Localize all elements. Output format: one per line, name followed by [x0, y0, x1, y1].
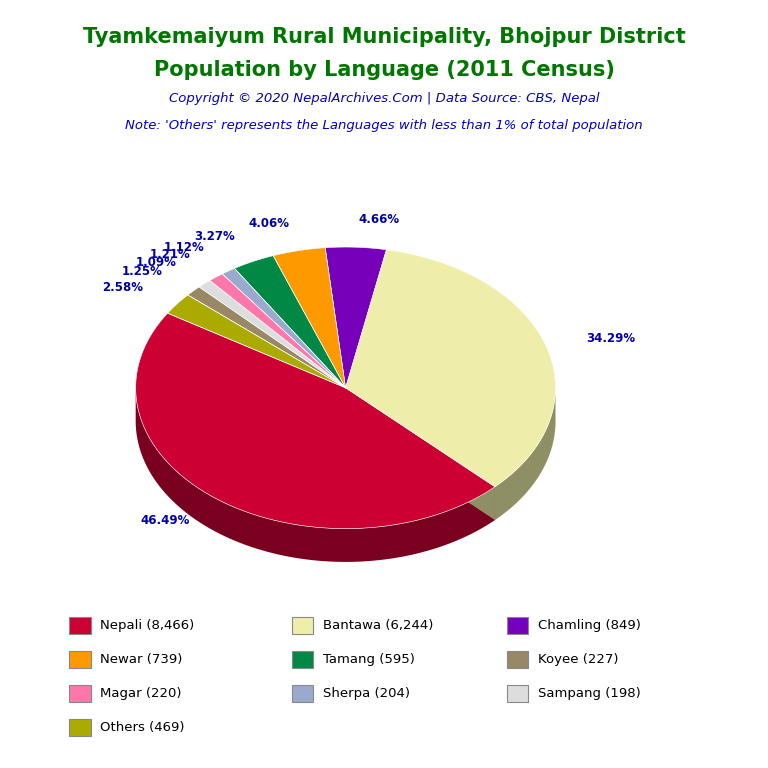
Text: Copyright © 2020 NepalArchives.Com | Data Source: CBS, Nepal: Copyright © 2020 NepalArchives.Com | Dat… — [169, 92, 599, 105]
Polygon shape — [346, 388, 495, 520]
Text: 34.29%: 34.29% — [587, 332, 636, 345]
Text: 4.06%: 4.06% — [249, 217, 290, 230]
Text: Koyee (227): Koyee (227) — [538, 654, 618, 666]
Polygon shape — [136, 313, 495, 528]
Polygon shape — [136, 388, 495, 562]
Text: Nepali (8,466): Nepali (8,466) — [100, 620, 194, 632]
Text: Tyamkemaiyum Rural Municipality, Bhojpur District: Tyamkemaiyum Rural Municipality, Bhojpur… — [83, 27, 685, 47]
Text: 2.58%: 2.58% — [102, 280, 144, 293]
Polygon shape — [495, 388, 555, 520]
Text: Chamling (849): Chamling (849) — [538, 620, 641, 632]
Polygon shape — [346, 250, 555, 487]
Text: Sherpa (204): Sherpa (204) — [323, 687, 409, 700]
Polygon shape — [167, 295, 346, 388]
Text: Bantawa (6,244): Bantawa (6,244) — [323, 620, 433, 632]
Text: Others (469): Others (469) — [100, 721, 184, 733]
Polygon shape — [234, 256, 346, 388]
Polygon shape — [210, 274, 346, 388]
Polygon shape — [188, 287, 346, 388]
Text: 1.21%: 1.21% — [149, 249, 190, 261]
Text: 1.12%: 1.12% — [164, 241, 205, 254]
Text: Population by Language (2011 Census): Population by Language (2011 Census) — [154, 60, 614, 80]
Text: 1.09%: 1.09% — [135, 257, 176, 270]
Text: 4.66%: 4.66% — [358, 213, 399, 226]
Text: Newar (739): Newar (739) — [100, 654, 182, 666]
Text: 1.25%: 1.25% — [122, 265, 163, 278]
Polygon shape — [273, 248, 346, 388]
Text: Magar (220): Magar (220) — [100, 687, 181, 700]
Text: Sampang (198): Sampang (198) — [538, 687, 641, 700]
Text: Tamang (595): Tamang (595) — [323, 654, 415, 666]
Text: 3.27%: 3.27% — [194, 230, 235, 243]
Polygon shape — [222, 268, 346, 388]
Polygon shape — [199, 280, 346, 388]
Polygon shape — [346, 388, 495, 520]
Polygon shape — [325, 247, 386, 388]
Text: Note: 'Others' represents the Languages with less than 1% of total population: Note: 'Others' represents the Languages … — [125, 119, 643, 132]
Text: 46.49%: 46.49% — [140, 514, 190, 527]
